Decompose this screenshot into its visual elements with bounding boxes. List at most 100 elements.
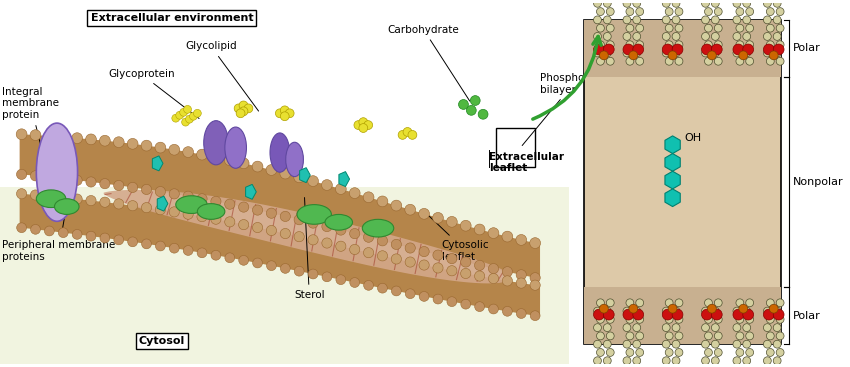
Circle shape [593,357,602,365]
Circle shape [633,0,641,7]
Ellipse shape [362,219,394,237]
Circle shape [16,129,27,139]
Circle shape [711,324,719,331]
Circle shape [745,24,754,32]
Circle shape [364,248,374,258]
Circle shape [141,203,151,213]
Circle shape [705,299,712,307]
Circle shape [623,307,631,315]
Circle shape [446,217,457,227]
Circle shape [711,33,719,40]
Circle shape [733,340,741,348]
Circle shape [701,340,710,348]
Circle shape [604,307,611,315]
Text: Extracellular
leaflet: Extracellular leaflet [489,152,564,173]
Circle shape [711,357,719,365]
Circle shape [597,349,604,356]
Circle shape [776,41,784,49]
Circle shape [736,57,744,65]
Circle shape [530,280,541,290]
Circle shape [623,309,634,320]
Circle shape [359,124,368,132]
Circle shape [705,57,712,65]
Circle shape [767,24,774,32]
Circle shape [662,33,670,40]
Circle shape [141,140,152,151]
Circle shape [633,44,643,55]
Circle shape [733,16,741,24]
Circle shape [714,299,722,307]
Circle shape [662,16,670,24]
Circle shape [489,264,499,274]
Circle shape [280,168,291,179]
Circle shape [736,8,744,15]
Circle shape [349,188,360,199]
Circle shape [623,0,631,7]
Circle shape [597,299,604,307]
Circle shape [606,57,615,65]
FancyArrowPatch shape [533,36,601,119]
Circle shape [714,365,722,367]
Circle shape [99,135,110,146]
Circle shape [322,238,332,248]
Circle shape [633,49,641,57]
Polygon shape [157,196,168,211]
Circle shape [733,0,741,7]
Circle shape [183,191,193,201]
Circle shape [593,324,602,331]
Circle shape [763,309,774,320]
Circle shape [433,294,443,304]
Circle shape [59,228,68,237]
Circle shape [252,205,263,215]
Circle shape [391,239,401,250]
Circle shape [169,243,179,253]
Circle shape [244,104,252,113]
Circle shape [606,315,615,323]
Ellipse shape [204,121,229,165]
Circle shape [502,306,513,316]
Circle shape [363,192,374,203]
Text: Carbohydrate: Carbohydrate [388,25,470,101]
Circle shape [629,304,638,313]
Circle shape [636,315,643,323]
Circle shape [141,184,151,195]
Circle shape [666,299,673,307]
Polygon shape [665,171,680,189]
Circle shape [128,201,138,211]
Circle shape [377,283,388,293]
Circle shape [707,51,717,60]
Circle shape [733,324,741,331]
Circle shape [707,304,717,313]
Circle shape [309,269,318,279]
Circle shape [745,299,754,307]
Circle shape [672,340,680,348]
Circle shape [599,304,609,313]
Circle shape [675,299,683,307]
Circle shape [662,49,670,57]
Circle shape [668,304,677,313]
Circle shape [280,228,291,239]
Circle shape [86,231,96,241]
Circle shape [776,349,784,356]
Circle shape [626,332,634,340]
Circle shape [675,332,683,340]
Circle shape [711,44,722,55]
Circle shape [593,307,602,315]
Circle shape [633,33,641,40]
Circle shape [774,33,781,40]
Bar [496,128,536,167]
Circle shape [604,340,611,348]
Circle shape [474,224,485,235]
Circle shape [364,121,372,130]
Circle shape [239,219,249,230]
Circle shape [662,309,673,320]
Circle shape [474,271,484,281]
Text: Polar: Polar [792,44,820,54]
Circle shape [30,130,41,141]
Circle shape [606,24,615,32]
Circle shape [294,232,304,242]
Circle shape [606,332,615,340]
Text: OH: OH [684,133,701,143]
Circle shape [185,115,194,123]
Circle shape [776,299,784,307]
